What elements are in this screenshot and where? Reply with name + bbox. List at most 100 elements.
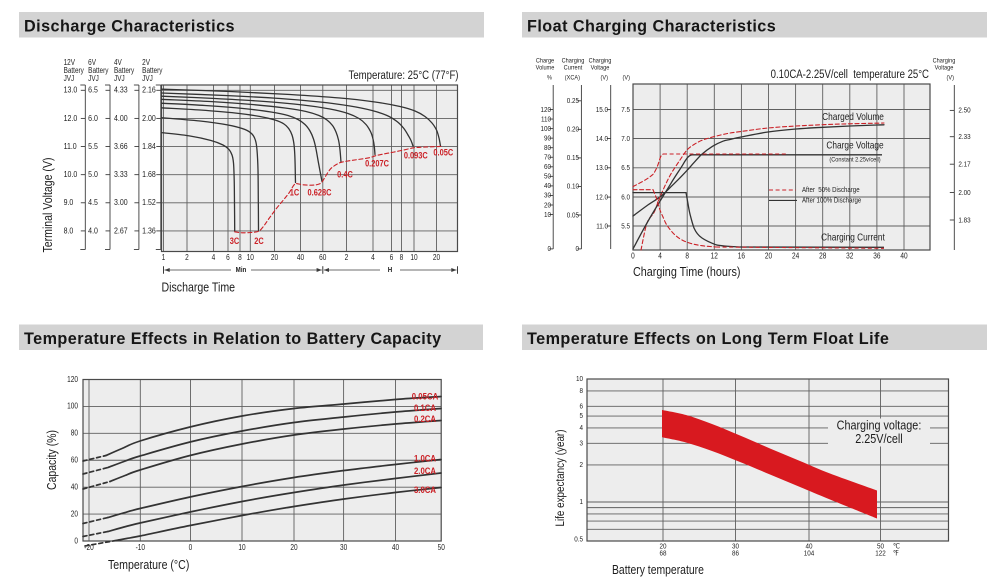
svg-text:40: 40 (392, 542, 399, 552)
svg-text:6.5: 6.5 (88, 85, 98, 95)
svg-text:0.1CA: 0.1CA (414, 402, 437, 413)
svg-text:Min: Min (236, 267, 247, 275)
svg-text:3.00: 3.00 (114, 198, 128, 208)
svg-text:6V: 6V (88, 58, 96, 67)
svg-text:1.84: 1.84 (142, 141, 156, 151)
svg-text:Discharge Characteristics: Discharge Characteristics (24, 18, 235, 36)
svg-text:Battery: Battery (64, 66, 85, 75)
svg-text:Voltage: Voltage (935, 64, 954, 72)
svg-text:2.00: 2.00 (142, 113, 156, 123)
svg-text:3.66: 3.66 (114, 141, 128, 151)
svg-text:0: 0 (74, 536, 78, 546)
svg-text:2: 2 (580, 462, 584, 470)
svg-text:10: 10 (247, 252, 254, 262)
svg-text:12V: 12V (64, 58, 76, 67)
svg-text:4: 4 (580, 425, 584, 433)
svg-text:Charging: Charging (589, 57, 612, 65)
svg-text:10: 10 (576, 376, 583, 384)
svg-text:0.10CA-2.25V/cell temperature: 0.10CA-2.25V/cell temperature 25°C (771, 68, 930, 81)
svg-text:50: 50 (438, 542, 445, 552)
svg-text:2.67: 2.67 (114, 226, 128, 236)
svg-text:30: 30 (544, 192, 551, 200)
svg-text:Battery: Battery (142, 66, 163, 75)
svg-text:10.0: 10.0 (64, 169, 78, 179)
svg-text:100: 100 (67, 401, 78, 411)
svg-text:Current: Current (564, 64, 583, 72)
svg-text:80: 80 (544, 145, 551, 153)
svg-text:Life expectancy (year): Life expectancy (year) (553, 430, 567, 527)
svg-text:0: 0 (575, 246, 579, 254)
svg-text:40: 40 (900, 251, 907, 261)
svg-text:10: 10 (544, 211, 551, 219)
svg-text:Charging Current: Charging Current (821, 232, 885, 243)
svg-text:8.0: 8.0 (64, 226, 74, 236)
svg-text:100: 100 (540, 125, 551, 133)
svg-text:H: H (388, 267, 392, 275)
svg-text:Capacity (%): Capacity (%) (44, 430, 59, 490)
svg-text:(V): (V) (947, 74, 954, 82)
svg-text:Battery temperature: Battery temperature (612, 563, 704, 577)
svg-text:80: 80 (71, 428, 78, 438)
svg-text:Voltage: Voltage (591, 64, 610, 72)
svg-text:2: 2 (345, 252, 349, 262)
svg-text:2.17: 2.17 (958, 161, 970, 169)
svg-text:9.0: 9.0 (64, 198, 74, 208)
svg-text:1.68: 1.68 (142, 169, 156, 179)
svg-text:0.4C: 0.4C (337, 170, 353, 180)
svg-text:3C: 3C (230, 236, 239, 246)
svg-text:120: 120 (67, 374, 78, 384)
svg-text:4.33: 4.33 (114, 85, 128, 95)
svg-text:Charging voltage:: Charging voltage: (837, 417, 922, 432)
svg-text:6.5: 6.5 (621, 165, 630, 173)
svg-text:60: 60 (319, 252, 326, 262)
svg-text:2.25V/cell: 2.25V/cell (855, 431, 902, 446)
svg-text:JVJ: JVJ (142, 74, 153, 83)
svg-text:10: 10 (238, 542, 245, 552)
svg-text:10: 10 (410, 252, 417, 262)
svg-text:0.25: 0.25 (567, 98, 579, 106)
svg-text:℉: ℉ (893, 550, 899, 558)
svg-text:5.0: 5.0 (88, 169, 98, 179)
svg-text:Charge Voltage: Charge Voltage (826, 140, 883, 151)
svg-text:6: 6 (226, 252, 230, 262)
svg-text:1: 1 (580, 499, 584, 507)
svg-text:0.15: 0.15 (567, 155, 579, 163)
svg-text:Volume: Volume (536, 64, 555, 72)
svg-text:4: 4 (212, 252, 216, 262)
svg-text:104: 104 (804, 550, 815, 558)
svg-text:12.0: 12.0 (64, 113, 78, 123)
svg-text:13.0: 13.0 (64, 85, 78, 95)
svg-text:4: 4 (658, 251, 662, 261)
svg-text:(V): (V) (623, 74, 630, 82)
svg-text:1.0CA: 1.0CA (414, 453, 437, 464)
svg-text:Discharge Time: Discharge Time (161, 279, 235, 294)
svg-text:Charging Time (hours): Charging Time (hours) (633, 264, 740, 279)
svg-text:40: 40 (544, 183, 551, 191)
svg-text:5.5: 5.5 (88, 141, 98, 151)
svg-text:11.0: 11.0 (64, 141, 78, 151)
svg-text:After 50% Discharge: After 50% Discharge (802, 187, 860, 195)
svg-text:32: 32 (846, 251, 853, 261)
svg-text:Temperature (°C): Temperature (°C) (108, 557, 189, 572)
svg-text:-10: -10 (136, 542, 145, 552)
svg-text:2: 2 (185, 252, 189, 262)
svg-text:20: 20 (765, 251, 772, 261)
svg-text:7.5: 7.5 (621, 106, 630, 114)
svg-text:6: 6 (390, 252, 394, 262)
svg-text:4.00: 4.00 (114, 113, 128, 123)
svg-text:40: 40 (71, 482, 78, 492)
svg-text:24: 24 (792, 251, 799, 261)
svg-text:3: 3 (580, 440, 584, 448)
svg-text:2C: 2C (254, 236, 263, 246)
svg-text:20: 20 (544, 202, 551, 210)
svg-text:4: 4 (371, 252, 375, 262)
svg-text:30: 30 (340, 542, 347, 552)
svg-text:120: 120 (540, 106, 551, 114)
svg-text:Temperature Effects in Relatio: Temperature Effects in Relation to Batte… (24, 330, 442, 348)
svg-text:0: 0 (189, 542, 193, 552)
svg-text:After 100% Discharge: After 100% Discharge (802, 197, 861, 205)
svg-text:Float Charging Characteristics: Float Charging Characteristics (527, 18, 776, 36)
svg-text:Temperature Effects on Long Te: Temperature Effects on Long Term Float L… (527, 330, 889, 348)
svg-text:Charging: Charging (933, 57, 956, 65)
svg-text:12: 12 (711, 251, 718, 261)
